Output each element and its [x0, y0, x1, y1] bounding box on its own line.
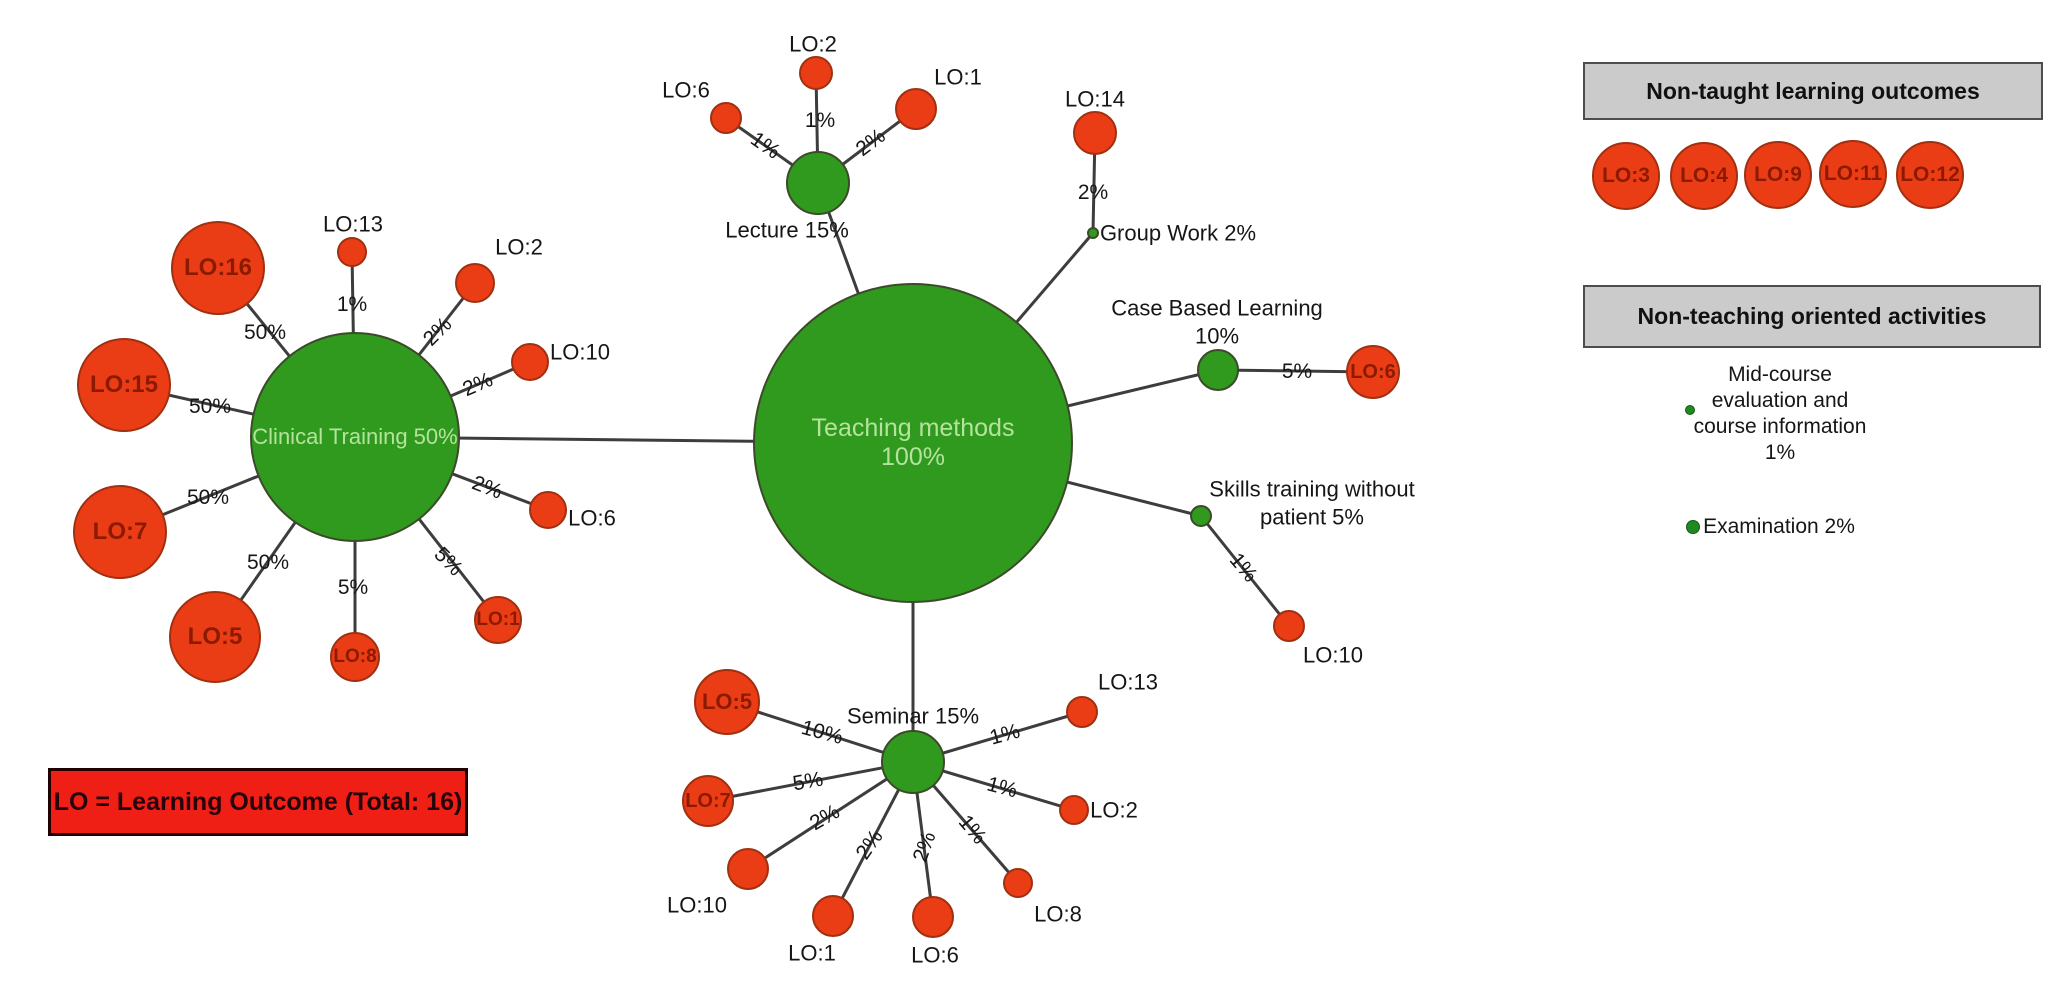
legend-non-taught-circle-lo3: LO:3 — [1592, 142, 1660, 210]
edge-percentage-label: 5% — [1281, 360, 1313, 383]
lo6-case-based: LO:6 — [1346, 345, 1400, 399]
lo14-group-work-label: LO:14 — [1065, 86, 1125, 112]
legend-non-taught-header: Non-taught learning outcomes — [1583, 62, 2043, 120]
edge-percentage-label: 2% — [1077, 181, 1109, 204]
edge-percentage-label: 1% — [336, 293, 368, 316]
legend-activity-label: Examination 2% — [1703, 515, 1855, 538]
lo10-skills-label: LO:10 — [1303, 642, 1363, 668]
legend-activity-label: Mid-course evaluation and course informati… — [1693, 363, 1867, 464]
lo6-case-based-label: LO:6 — [1350, 360, 1396, 383]
lo1-lecture — [895, 88, 937, 130]
skills-training-hub — [1190, 505, 1212, 527]
group-work-hub-label: Group Work 2% — [1099, 220, 1257, 246]
edge-percentage-label: 50% — [246, 551, 290, 574]
legend-non-taught-circle-lo12: LO:12 — [1896, 141, 1964, 209]
lo10-skills — [1273, 610, 1305, 642]
lo5-clinical: LO:5 — [169, 591, 261, 683]
lo15-clinical-label: LO:15 — [89, 371, 158, 399]
lo5-clinical-label: LO:5 — [187, 623, 243, 651]
clinical-training-hub: Clinical Training 50% — [250, 332, 460, 542]
lo1-seminar — [812, 895, 854, 937]
lo13-seminar-label: LO:13 — [1098, 669, 1158, 695]
lo2-seminar — [1059, 795, 1089, 825]
case-based-learning-hub — [1197, 349, 1239, 391]
legend-non-teaching-title: Non-teaching oriented activities — [1637, 303, 1987, 329]
edge-percentage-label: 50% — [243, 321, 287, 344]
lo-note-box: LO = Learning Outcome (Total: 16) — [48, 768, 468, 836]
lo7-clinical: LO:7 — [73, 485, 167, 579]
seminar-hub — [881, 730, 945, 794]
legend-non-teaching-header: Non-teaching oriented activities — [1583, 285, 2041, 348]
lo2-lecture — [799, 56, 833, 90]
teaching-methods-hub: Teaching methods 100% — [753, 283, 1073, 603]
lo8-clinical: LO:8 — [330, 632, 380, 682]
lo8-clinical-label: LO:8 — [333, 646, 377, 668]
legend-non-taught-circle-lo9: LO:9 — [1744, 141, 1812, 209]
lo6-lecture-label: LO:6 — [662, 77, 710, 103]
edge-percentage-label: 50% — [186, 486, 230, 509]
lo5-seminar-label: LO:5 — [701, 689, 753, 715]
lo7-seminar-label: LO:7 — [685, 789, 731, 812]
lo8-seminar — [1003, 868, 1033, 898]
lo6-seminar — [912, 896, 954, 938]
edge-percentage-label: 1% — [804, 109, 836, 132]
lo16-clinical: LO:16 — [171, 221, 265, 315]
lo15-clinical: LO:15 — [77, 338, 171, 432]
lo2-clinical — [455, 263, 495, 303]
lo10-clinical — [511, 343, 549, 381]
lo16-clinical-label: LO:16 — [183, 254, 252, 282]
legend-activity-dot — [1686, 520, 1700, 534]
lo-note-text: LO = Learning Outcome (Total: 16) — [53, 787, 463, 816]
edge-line — [1199, 515, 1291, 627]
skills-training-hub-label: Skills training without patient 5% — [1209, 476, 1415, 530]
lo10-seminar-label: LO:10 — [667, 892, 727, 918]
lecture-hub — [786, 151, 850, 215]
lo8-seminar-label: LO:8 — [1034, 901, 1082, 927]
legend-non-taught-title: Non-taught learning outcomes — [1646, 77, 1980, 104]
lo13-clinical — [337, 237, 367, 267]
clinical-training-hub-label: Clinical Training 50% — [252, 424, 458, 450]
seminar-hub-label: Seminar 15% — [846, 703, 980, 729]
lo5-seminar: LO:5 — [694, 669, 760, 735]
lo1-clinical: LO:1 — [474, 596, 522, 644]
legend-activity-dot — [1685, 405, 1695, 415]
lo6-clinical — [529, 491, 567, 529]
lo2-seminar-label: LO:2 — [1090, 797, 1138, 823]
lo6-seminar-label: LO:6 — [911, 942, 959, 968]
legend-non-taught-circle-lo11: LO:11 — [1819, 140, 1887, 208]
lo10-clinical-label: LO:10 — [550, 339, 610, 365]
lo1-seminar-label: LO:1 — [788, 940, 836, 966]
lo10-seminar — [727, 848, 769, 890]
case-based-learning-hub-label: Case Based Learning 10% — [1111, 295, 1323, 349]
group-work-hub — [1087, 227, 1099, 239]
lo1-lecture-label: LO:1 — [934, 64, 982, 90]
lo2-lecture-label: LO:2 — [789, 31, 837, 57]
lo7-clinical-label: LO:7 — [92, 518, 148, 546]
lo6-lecture — [710, 102, 742, 134]
lo13-seminar — [1066, 696, 1098, 728]
teaching-methods-hub-label: Teaching methods — [811, 414, 1015, 443]
lo7-seminar: LO:7 — [682, 775, 734, 827]
lo2-clinical-label: LO:2 — [495, 234, 543, 260]
teaching-methods-hub-label: 100% — [881, 443, 945, 471]
lo14-group-work — [1073, 111, 1117, 155]
lecture-hub-label: Lecture 15% — [725, 217, 849, 243]
edge-line — [707, 760, 914, 803]
edge-percentage-label: 50% — [188, 395, 232, 418]
lo1-clinical-label: LO:1 — [476, 609, 520, 631]
edge-percentage-label: 5% — [337, 576, 369, 599]
lo13-clinical-label: LO:13 — [323, 211, 383, 237]
lo6-clinical-label: LO:6 — [568, 505, 616, 531]
legend-non-taught-circle-lo4: LO:4 — [1670, 142, 1738, 210]
